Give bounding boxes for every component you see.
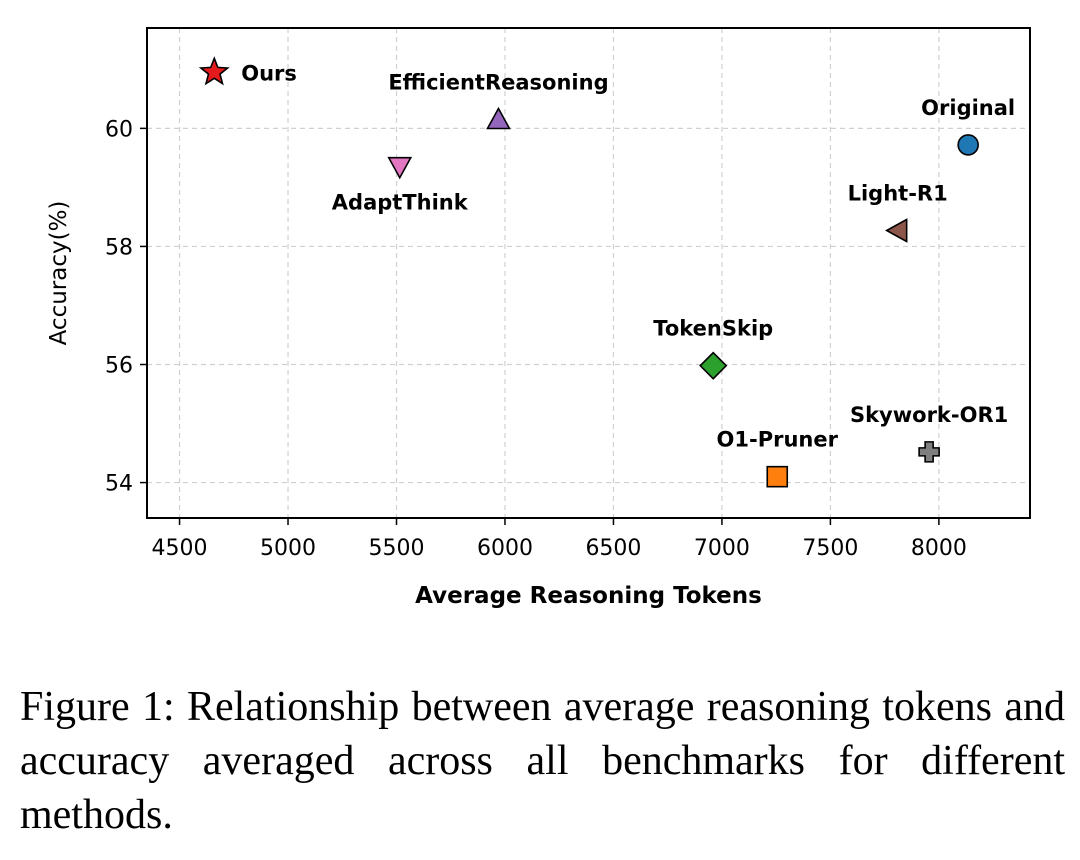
point-original-label: Original	[921, 96, 1015, 120]
point-adaptthink-label: AdaptThink	[332, 191, 469, 215]
point-tokenskip-label: TokenSkip	[653, 317, 773, 341]
point-tokenskip-marker	[699, 351, 728, 380]
point-o1-pruner-label: O1-Pruner	[717, 428, 839, 452]
x-tick-label: 7500	[802, 536, 858, 561]
x-tick-label: 7000	[694, 536, 750, 561]
point-labels: Ours EfficientReasoning AdaptThink Original…	[241, 61, 1015, 451]
x-tick-label: 4500	[152, 536, 208, 561]
x-tick-label: 5000	[260, 536, 316, 561]
x-tick-label: 8000	[911, 536, 967, 561]
point-efficientreasoning-marker	[486, 106, 511, 130]
axis-ticks: 4500 5000 5500 6000 6500 7000 7500 8000 54 56 58 60	[105, 117, 967, 561]
point-skywork-or1-marker	[918, 441, 940, 463]
x-axis-label: Average Reasoning Tokens	[415, 583, 762, 609]
x-tick-label: 5500	[368, 536, 424, 561]
data-points	[198, 56, 979, 488]
point-skywork-or1-label: Skywork-OR1	[850, 403, 1008, 427]
point-o1-pruner-marker	[766, 465, 789, 488]
plot-area-frame	[146, 27, 1031, 519]
point-ours-marker	[198, 56, 230, 86]
y-axis-label: Accuracy(%)	[46, 201, 72, 346]
figure-caption: Figure 1: Relationship between average r…	[20, 684, 1065, 838]
y-tick-label: 54	[105, 472, 133, 497]
y-tick-label: 60	[105, 117, 133, 142]
grid	[147, 28, 1030, 518]
point-light-r1-marker	[884, 218, 908, 243]
point-adaptthink-marker	[387, 156, 413, 180]
x-tick-label: 6500	[585, 536, 641, 561]
point-ours-label: Ours	[241, 61, 297, 85]
point-original-marker	[957, 134, 979, 156]
point-efficientreasoning-label: EfficientReasoning	[388, 71, 608, 95]
y-tick-label: 58	[105, 235, 133, 260]
point-light-r1-label: Light-R1	[848, 181, 948, 205]
y-tick-label: 56	[105, 354, 133, 379]
x-tick-label: 6000	[477, 536, 533, 561]
scatter-chart: 4500 5000 5500 6000 6500 7000 7500 8000 54 56 58 60…	[46, 27, 1031, 609]
